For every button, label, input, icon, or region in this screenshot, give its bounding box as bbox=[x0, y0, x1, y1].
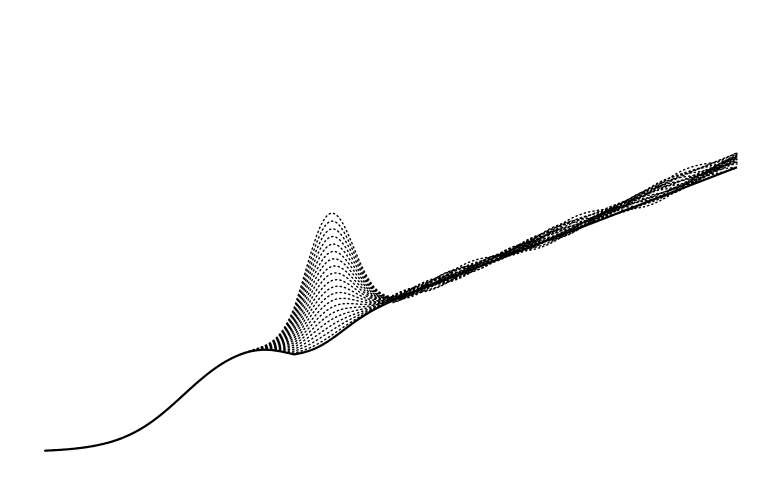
baseline-curve bbox=[44, 166, 738, 452]
family-curve-13 bbox=[44, 157, 738, 452]
family-curve-6 bbox=[44, 156, 738, 452]
family-curve-5 bbox=[44, 161, 738, 452]
family-curve-2 bbox=[44, 167, 738, 452]
family-curve-3 bbox=[44, 161, 738, 452]
family-curve-1 bbox=[44, 166, 738, 452]
family-curve-8 bbox=[44, 156, 738, 452]
curve-family bbox=[44, 151, 738, 452]
family-curve-18 bbox=[44, 156, 738, 452]
family-curve-19 bbox=[44, 151, 738, 452]
family-curve-15 bbox=[44, 156, 738, 452]
family-curve-7 bbox=[44, 160, 738, 452]
